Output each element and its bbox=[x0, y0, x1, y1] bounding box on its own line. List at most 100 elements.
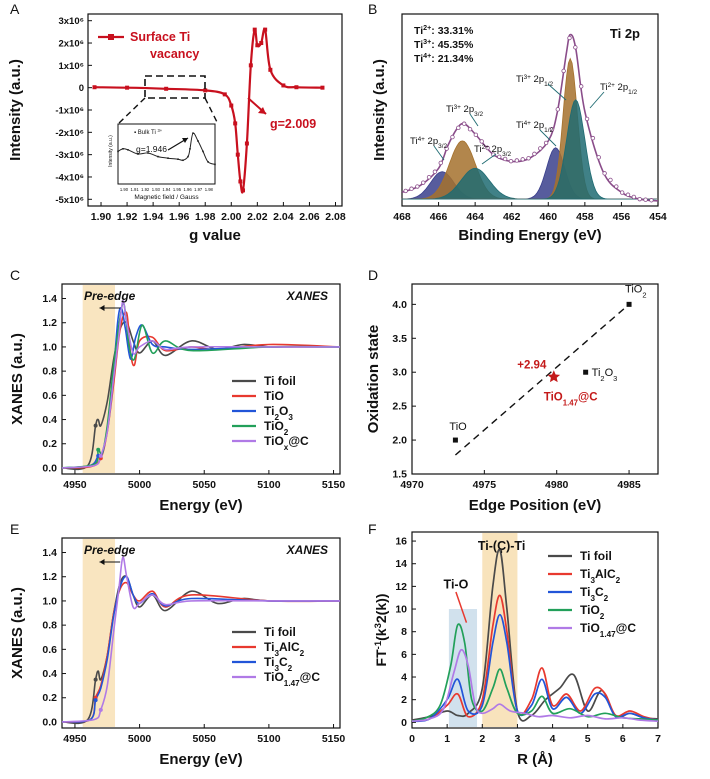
y-tick-label: 0.6 bbox=[42, 644, 57, 656]
x-tick-label: 4970 bbox=[400, 479, 424, 491]
x-tick-label: 7 bbox=[655, 733, 661, 745]
label-part: TiO bbox=[449, 421, 467, 433]
y-axis-label: XANES (a.u.) bbox=[9, 587, 26, 679]
label-part: 2p bbox=[531, 120, 544, 131]
xps-data-point bbox=[543, 140, 549, 146]
sample-star bbox=[547, 370, 561, 383]
xps-data-point bbox=[590, 135, 596, 141]
arrow-head bbox=[99, 559, 105, 565]
x-tick-label: 5050 bbox=[193, 733, 217, 745]
epr-marker bbox=[255, 43, 260, 48]
peak-label: Ti4+ 2p3/2 bbox=[410, 136, 448, 150]
x-tick-label: 5150 bbox=[322, 733, 346, 745]
xps-data-point bbox=[567, 35, 572, 41]
label-part: (k bbox=[373, 628, 389, 641]
pre-edge-label: Pre-edge bbox=[84, 543, 136, 557]
inset-x-tick-label: 1.92 bbox=[141, 187, 150, 192]
x-tick-label: 4975 bbox=[473, 479, 497, 491]
label-part: Ti bbox=[264, 655, 274, 669]
label-part: Ti bbox=[414, 25, 423, 37]
label-part: 3/2 bbox=[438, 143, 447, 150]
label-part: 2+ bbox=[482, 144, 490, 151]
y-tick-label: -2x10⁶ bbox=[55, 128, 84, 139]
label-part: : 45.35% bbox=[431, 39, 474, 51]
label-part: Ti bbox=[600, 82, 608, 93]
y-axis-label: Intensity (a.u.) bbox=[7, 59, 24, 161]
label-part: Ti bbox=[474, 144, 482, 155]
xps-data-point bbox=[467, 126, 473, 132]
inset-x-tick-label: 1.98 bbox=[205, 187, 214, 192]
label-part: 4+ bbox=[418, 136, 426, 143]
x-tick-label: 2.06 bbox=[299, 211, 320, 223]
xps-data-point bbox=[450, 134, 455, 140]
y-tick-label: 1.4 bbox=[42, 293, 57, 305]
xps-data-point bbox=[461, 121, 467, 126]
x-tick-label: 4985 bbox=[617, 479, 641, 491]
peak-pointer bbox=[539, 129, 557, 147]
y-axis-label: XANES (a.u.) bbox=[9, 333, 26, 425]
x-tick-label: 460 bbox=[540, 211, 558, 223]
label-part: 2 bbox=[642, 290, 646, 299]
arrow-head bbox=[99, 305, 105, 311]
xps-data-point bbox=[485, 145, 490, 151]
peak-pointer bbox=[589, 91, 605, 109]
label-part: 3 bbox=[590, 594, 595, 603]
legend-label: TiO2 bbox=[264, 419, 289, 437]
label-part: Ti foil bbox=[580, 549, 612, 563]
xps-data-point bbox=[409, 186, 414, 191]
label-part: 3 bbox=[373, 623, 384, 628]
label-part: 2 bbox=[600, 612, 605, 621]
label-part: TiO bbox=[264, 389, 284, 403]
xps-data-point bbox=[444, 146, 449, 151]
x-tick-label: 1.98 bbox=[195, 211, 216, 223]
legend-label: Ti3C2 bbox=[580, 585, 609, 603]
label-part: @C bbox=[300, 670, 321, 684]
x-tick-label: 3 bbox=[515, 733, 521, 745]
legend-label: Ti foil bbox=[264, 625, 296, 639]
x-tick-label: 5150 bbox=[322, 479, 346, 491]
label-part: Ti bbox=[414, 39, 423, 51]
y-axis-label: Oxidation state bbox=[365, 325, 382, 433]
legend-label: Ti foil bbox=[264, 374, 296, 388]
ft-plot-frame bbox=[411, 531, 659, 729]
panel-letter: E bbox=[10, 521, 19, 537]
label-part: 2 bbox=[300, 649, 305, 658]
label-part: Ti foil bbox=[264, 625, 296, 639]
y-tick-label: -1x10⁶ bbox=[55, 106, 84, 117]
x-tick-label: 6 bbox=[620, 733, 626, 745]
label-part: 3 bbox=[613, 374, 617, 383]
xanes-title: XANES bbox=[286, 289, 328, 303]
label-part: 2+ bbox=[423, 24, 431, 32]
y-tick-label: 0 bbox=[401, 717, 407, 729]
x-tick-label: 1 bbox=[444, 733, 450, 745]
x-tick-label: 5100 bbox=[257, 479, 281, 491]
x-tick-label: 464 bbox=[466, 211, 484, 223]
label-part: C bbox=[279, 655, 288, 669]
label-part: @C bbox=[288, 434, 309, 448]
reference-point bbox=[583, 369, 589, 375]
inset-x-tick-label: 1.96 bbox=[184, 187, 193, 192]
inset-annotation: g=1.946 bbox=[136, 144, 167, 154]
label-part: 1/2 bbox=[544, 127, 553, 134]
x-axis-label: Energy (eV) bbox=[159, 751, 242, 768]
label-part: TiO bbox=[264, 434, 284, 448]
x-tick-label: 4950 bbox=[63, 479, 87, 491]
x-tick-label: 2.08 bbox=[325, 211, 346, 223]
label-part: Ti bbox=[592, 367, 601, 379]
x-tick-label: 5000 bbox=[128, 733, 152, 745]
xps-title: Ti 2p bbox=[610, 26, 640, 41]
tio147-c-ft-line bbox=[411, 648, 659, 723]
legend-label: Ti2O3 bbox=[264, 404, 293, 422]
label-part: 3 bbox=[274, 664, 279, 673]
epr-marker bbox=[320, 85, 325, 90]
y-tick-label: -3x10⁶ bbox=[55, 150, 84, 161]
xps-data-point bbox=[637, 196, 642, 202]
label-part: 2p bbox=[531, 74, 544, 85]
inset-marker bbox=[207, 161, 209, 163]
label-part: TiO bbox=[264, 419, 284, 433]
y-tick-label: 2.5 bbox=[392, 401, 407, 413]
tio147-c-line bbox=[61, 556, 340, 723]
inset-marker bbox=[122, 148, 124, 150]
xps-data-point bbox=[614, 184, 619, 189]
